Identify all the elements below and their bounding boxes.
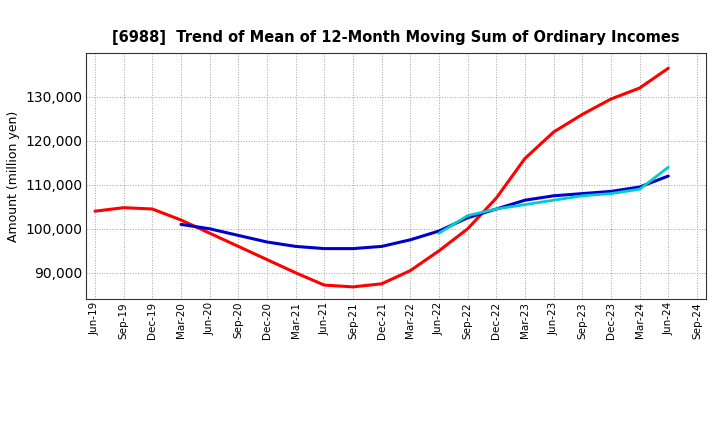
7 Years — [435, 231, 444, 236]
3 Years — [607, 96, 616, 102]
Line: 3 Years: 3 Years — [95, 68, 668, 287]
5 Years — [377, 244, 386, 249]
5 Years — [464, 215, 472, 220]
5 Years — [234, 233, 243, 238]
3 Years — [176, 217, 185, 223]
Y-axis label: Amount (million yen): Amount (million yen) — [6, 110, 19, 242]
3 Years — [492, 195, 500, 201]
5 Years — [406, 237, 415, 242]
5 Years — [292, 244, 300, 249]
5 Years — [578, 191, 587, 196]
5 Years — [521, 198, 529, 203]
Title: [6988]  Trend of Mean of 12-Month Moving Sum of Ordinary Incomes: [6988] Trend of Mean of 12-Month Moving … — [112, 29, 680, 45]
3 Years — [635, 85, 644, 91]
7 Years — [464, 213, 472, 218]
5 Years — [263, 239, 271, 245]
5 Years — [635, 184, 644, 190]
7 Years — [664, 165, 672, 170]
3 Years — [521, 156, 529, 161]
7 Years — [578, 193, 587, 198]
3 Years — [91, 209, 99, 214]
3 Years — [406, 268, 415, 273]
7 Years — [635, 187, 644, 192]
3 Years — [435, 248, 444, 253]
7 Years — [607, 191, 616, 196]
5 Years — [549, 193, 558, 198]
3 Years — [292, 270, 300, 275]
3 Years — [148, 206, 157, 212]
7 Years — [549, 198, 558, 203]
3 Years — [549, 129, 558, 135]
3 Years — [205, 231, 214, 236]
5 Years — [176, 222, 185, 227]
3 Years — [348, 284, 357, 290]
3 Years — [578, 112, 587, 117]
3 Years — [664, 66, 672, 71]
3 Years — [320, 282, 328, 288]
7 Years — [492, 206, 500, 212]
3 Years — [263, 257, 271, 262]
5 Years — [348, 246, 357, 251]
3 Years — [464, 226, 472, 231]
5 Years — [205, 226, 214, 231]
Line: 7 Years: 7 Years — [439, 167, 668, 233]
5 Years — [320, 246, 328, 251]
7 Years — [521, 202, 529, 207]
Line: 5 Years: 5 Years — [181, 176, 668, 249]
3 Years — [120, 205, 128, 210]
5 Years — [607, 189, 616, 194]
3 Years — [377, 281, 386, 286]
3 Years — [234, 244, 243, 249]
5 Years — [664, 173, 672, 179]
5 Years — [492, 206, 500, 212]
5 Years — [435, 228, 444, 234]
